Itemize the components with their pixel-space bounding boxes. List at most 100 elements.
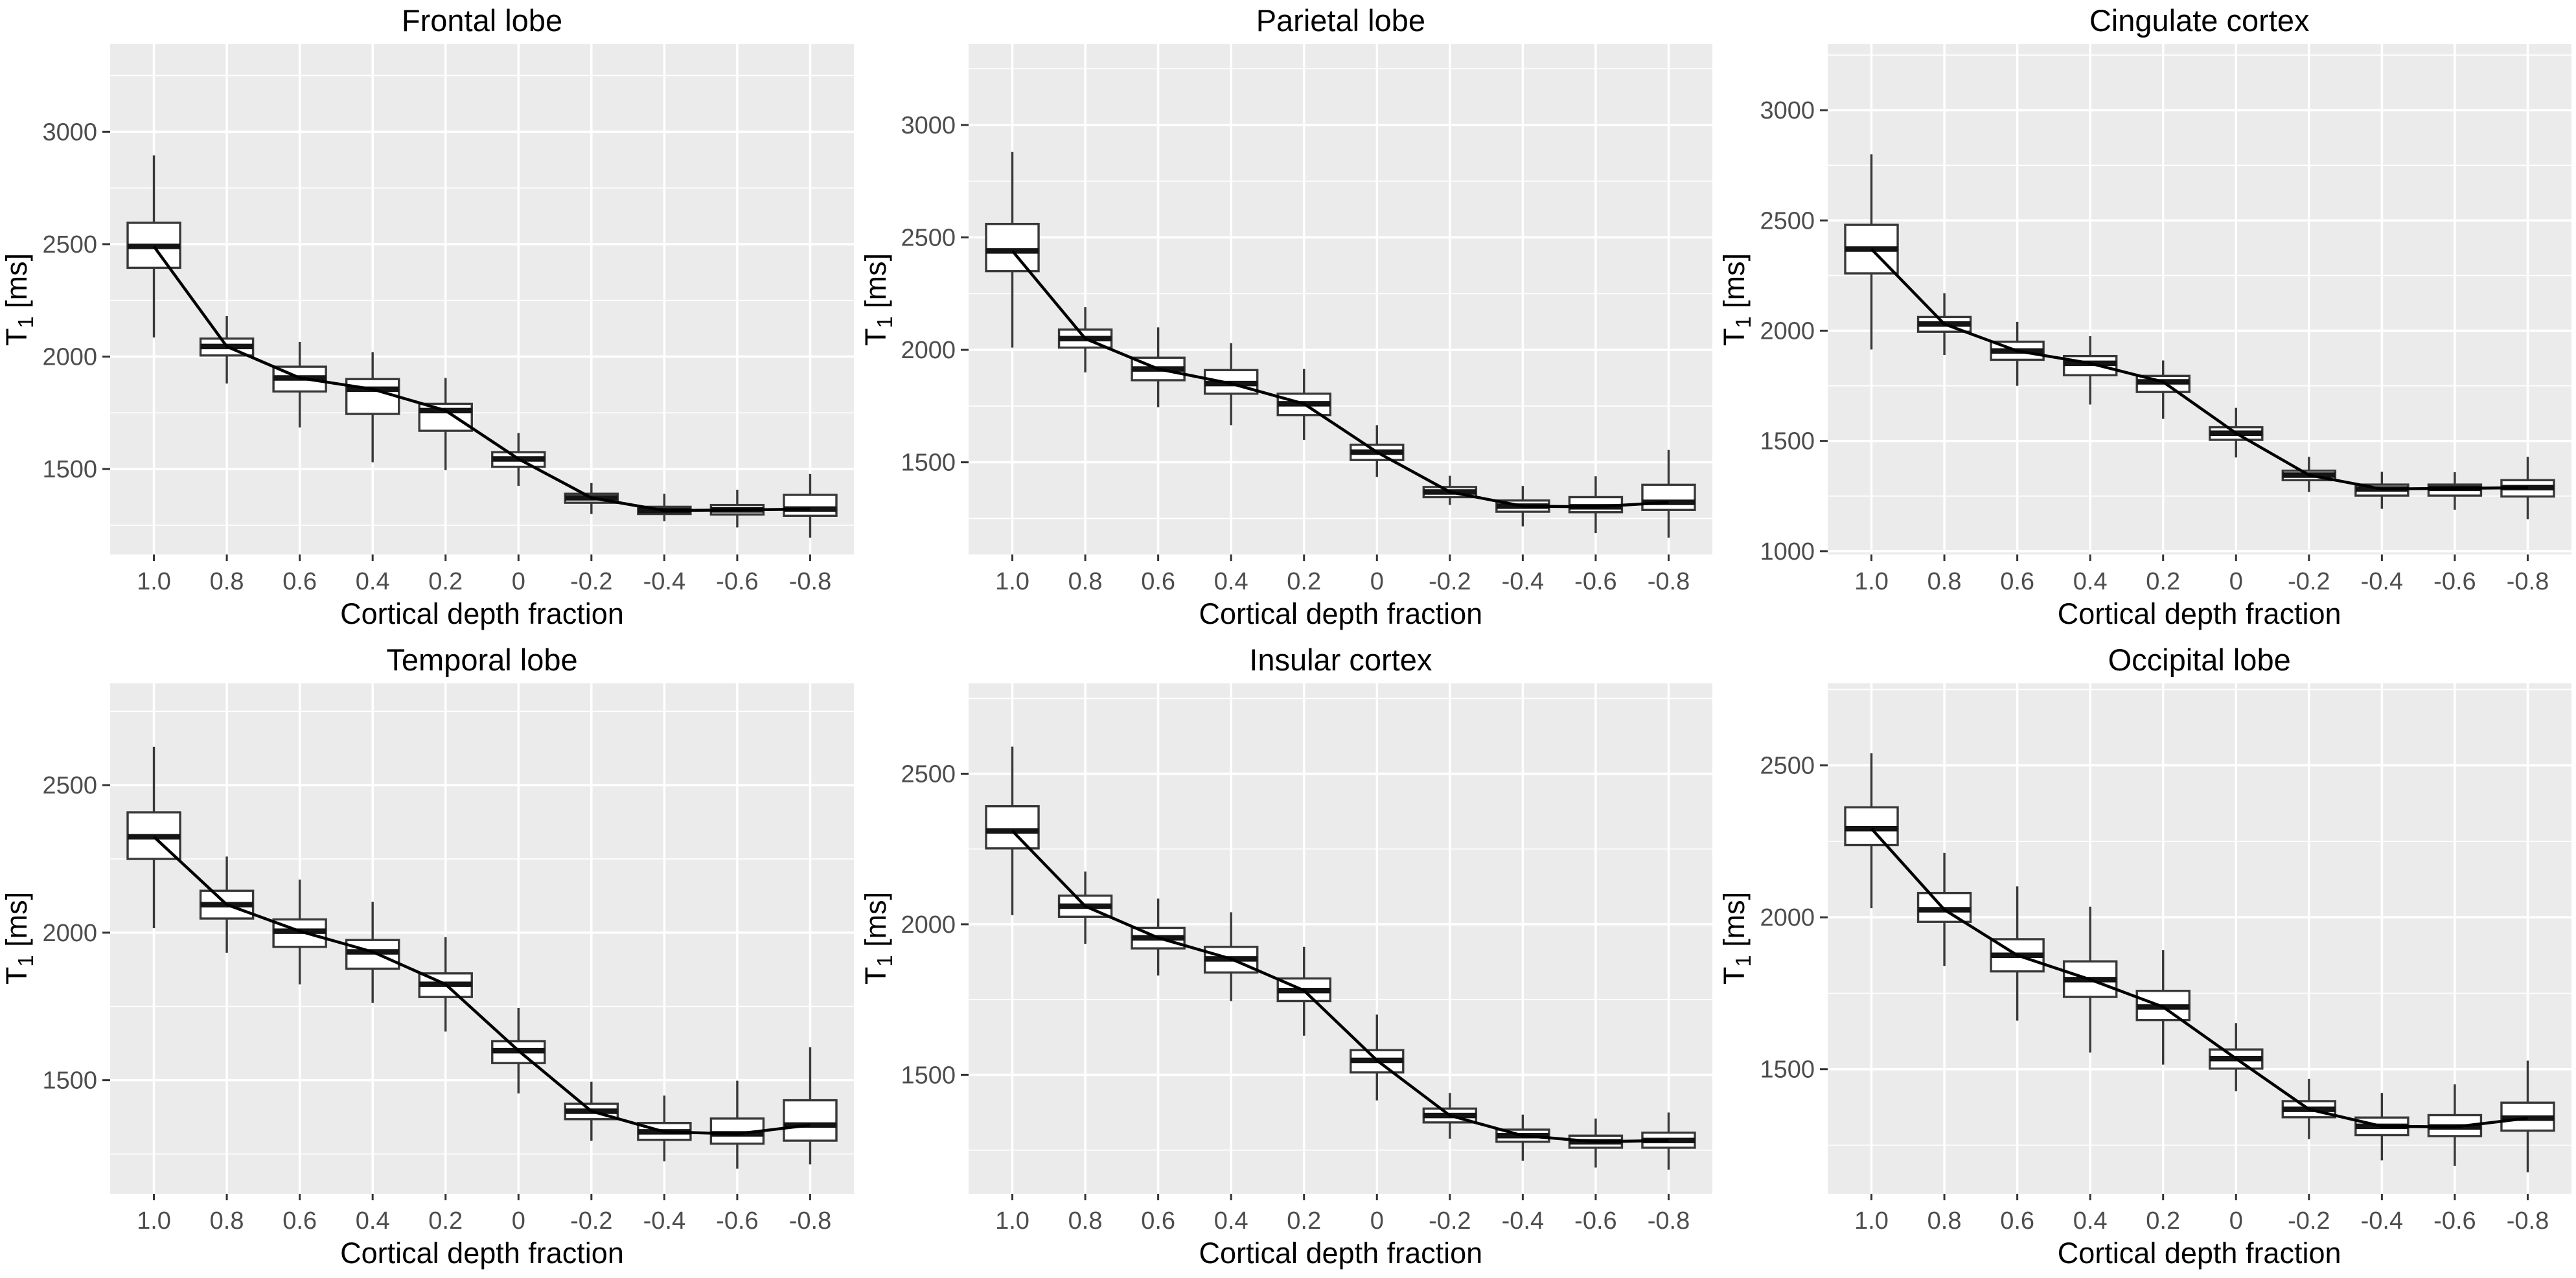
x-tick-label: 1.0 (1854, 1207, 1889, 1235)
panel-background (110, 683, 854, 1194)
y-tick-label: 2000 (1760, 904, 1815, 931)
boxplot-chart: 1500 2000 2500 3000 1.0 0.8 0.6 0.4 0.2 0 -0.2 -0.4… (42, 44, 854, 595)
x-tick-label: 0.4 (1214, 1207, 1248, 1235)
x-axis-title: Cortical depth fraction (340, 597, 624, 630)
x-tick-label: 0 (2229, 1207, 2242, 1235)
x-tick-label: -0.8 (1648, 568, 1690, 595)
y-tick-label: 2500 (1760, 207, 1815, 234)
panel-title: Insular cortex (1249, 642, 1432, 677)
x-tick-label: -0.2 (2288, 568, 2330, 595)
panel-background (110, 44, 854, 554)
x-tick-label: 1.0 (137, 568, 171, 595)
y-tick-label: 2500 (42, 772, 97, 799)
x-tick-label: 0.4 (2073, 1207, 2107, 1235)
panel-title: Temporal lobe (386, 642, 578, 677)
x-tick-label: -0.4 (1502, 568, 1544, 595)
x-tick-label: 0.8 (210, 568, 244, 595)
boxplot-chart: 1500 2000 2500 1.0 0.8 0.6 0.4 0.2 0 -0.2 -0.4 -0.6… (42, 683, 854, 1235)
x-tick-label: 1.0 (995, 1207, 1029, 1235)
panel-temporal-lobe: Temporal lobe T1 [ms] 1500 2000 2500 1.0 0.8… (0, 639, 858, 1278)
panel-occipital-lobe: Occipital lobe T1 [ms] 1500 2000 2500 1.0 0.… (1718, 639, 2576, 1278)
trend-line (1011, 249, 1669, 508)
boxplot-chart: 1500 2000 2500 1.0 0.8 0.6 0.4 0.2 0 -0.2 -0.4 -0.6… (1760, 683, 2571, 1235)
x-tick-label: 0.2 (428, 568, 463, 595)
y-tick-label: 2000 (42, 344, 97, 371)
x-tick-label: -0.8 (2506, 1207, 2548, 1235)
y-tick-label: 1500 (1760, 1056, 1815, 1083)
x-axis-title: Cortical depth fraction (2057, 1236, 2341, 1270)
panel-background (1827, 44, 2571, 554)
x-tick-label: 0.4 (356, 1207, 390, 1235)
y-tick-label: 1500 (901, 450, 956, 477)
panel-background (969, 44, 1713, 554)
y-tick-label: 1500 (42, 456, 97, 483)
boxplot-chart: 1500 2000 2500 3000 1.0 0.8 0.6 0.4 0.2 0 -0.2 -0.4… (901, 44, 1713, 595)
x-tick-label: -0.8 (1648, 1207, 1690, 1235)
y-tick-label: 1500 (42, 1067, 97, 1094)
x-tick-label: 0.6 (1142, 1207, 1176, 1235)
x-tick-label: 0.2 (428, 1207, 463, 1235)
box (1641, 483, 1697, 511)
x-tick-label: 1.0 (137, 1207, 171, 1235)
trend-line (1870, 247, 2528, 491)
x-axis-title: Cortical depth fraction (340, 1236, 624, 1270)
box (985, 223, 1041, 273)
y-tick-label: 2500 (901, 760, 956, 788)
x-tick-label: 1.0 (1854, 568, 1889, 595)
x-tick-label: -0.2 (1429, 568, 1471, 595)
panel-insular-cortex: Insular cortex T1 [ms] 1500 2000 2500 1.0 0.… (858, 639, 1717, 1278)
y-tick-label: 2000 (1760, 318, 1815, 345)
y-tick-label: 3000 (42, 119, 97, 146)
trend-line (1870, 827, 2528, 1128)
x-tick-label: -0.4 (643, 1207, 685, 1235)
x-tick-label: 0.4 (356, 568, 390, 595)
panel-title: Occipital lobe (2108, 642, 2291, 677)
x-tick-label: 0.2 (2146, 1207, 2180, 1235)
x-tick-label: -0.8 (2506, 568, 2548, 595)
panel-cingulate-cortex: Cingulate cortex T1 [ms] 1000 1500 2000 250… (1718, 0, 2576, 639)
boxplot-chart: 1500 2000 2500 1.0 0.8 0.6 0.4 0.2 0 -0.2 -0.4 -0.6… (901, 683, 1713, 1235)
y-tick-label: 2500 (1760, 752, 1815, 779)
y-tick-label: 1500 (1760, 428, 1815, 455)
x-tick-label: -0.6 (1575, 568, 1617, 595)
x-tick-label: -0.2 (1429, 1207, 1471, 1235)
panel-parietal-lobe: Parietal lobe T1 [ms] 1500 2000 2500 3000 1.… (858, 0, 1717, 639)
x-tick-label: 0.2 (1287, 1207, 1322, 1235)
x-tick-label: -0.6 (1575, 1207, 1617, 1235)
x-tick-label: 0.8 (210, 1207, 244, 1235)
x-axis-title: Cortical depth fraction (2057, 597, 2341, 630)
trend-line (1011, 829, 1669, 1143)
x-tick-label: -0.2 (570, 1207, 612, 1235)
y-tick-label: 1000 (1760, 538, 1815, 565)
x-tick-label: 0.4 (1214, 568, 1248, 595)
trend-line (152, 835, 811, 1135)
panel-title: Parietal lobe (1256, 3, 1425, 38)
y-tick-label: 3000 (1760, 97, 1815, 124)
x-tick-label: 0.2 (2146, 568, 2180, 595)
boxplot-chart: 1000 1500 2000 2500 3000 1.0 0.8 0.6 0.4 0.2 0 -0.2… (1760, 44, 2571, 595)
trend-line (152, 245, 811, 512)
x-tick-label: -0.4 (2360, 568, 2402, 595)
box (345, 378, 400, 415)
x-tick-label: 0 (2229, 568, 2242, 595)
x-tick-label: 0.6 (1142, 568, 1176, 595)
panel-frontal-lobe: Frontal lobe T1 [ms] 1500 2000 2500 3000 1.0… (0, 0, 858, 639)
x-tick-label: 0 (512, 1207, 525, 1235)
y-tick-label: 2000 (901, 911, 956, 938)
x-tick-label: 0.8 (1068, 1207, 1103, 1235)
panel-title: Cingulate cortex (2089, 3, 2310, 38)
panel-background (969, 683, 1713, 1194)
x-tick-label: 0.2 (1287, 568, 1322, 595)
y-tick-label: 2500 (42, 231, 97, 258)
x-tick-label: -0.4 (1502, 1207, 1544, 1235)
box (783, 1099, 838, 1142)
box (985, 804, 1041, 849)
y-tick-label: 2500 (901, 225, 956, 252)
x-tick-label: 0.8 (1068, 568, 1103, 595)
x-tick-label: 0 (512, 568, 525, 595)
x-tick-label: -0.8 (789, 568, 831, 595)
x-tick-label: 0.6 (282, 568, 317, 595)
x-tick-label: -0.8 (789, 1207, 831, 1235)
